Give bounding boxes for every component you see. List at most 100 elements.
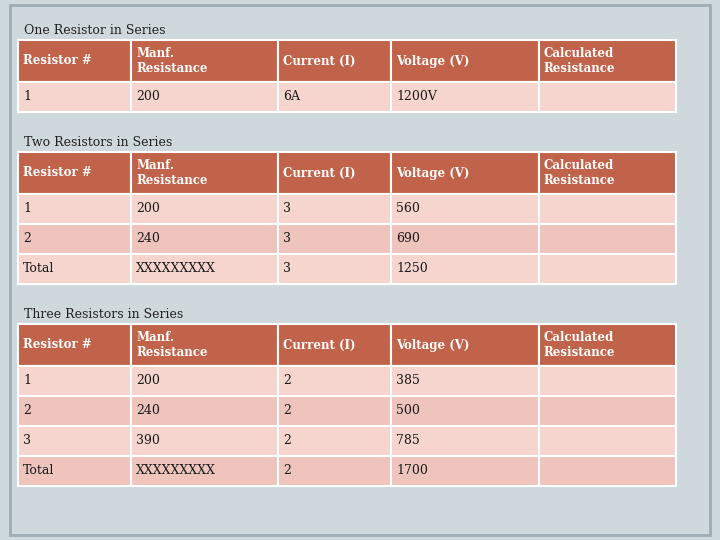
Text: One Resistor in Series: One Resistor in Series [24, 24, 166, 37]
Bar [279, 426, 392, 456]
Text: Voltage (V): Voltage (V) [396, 55, 469, 68]
Text: 385: 385 [396, 375, 420, 388]
Text: 1: 1 [23, 91, 31, 104]
Text: XXXXXXXXX: XXXXXXXXX [136, 262, 216, 275]
Bar [539, 194, 675, 224]
Bar [279, 40, 392, 82]
Text: 690: 690 [396, 233, 420, 246]
Bar [279, 82, 392, 112]
Bar [539, 426, 675, 456]
Bar [392, 366, 539, 396]
Bar [539, 254, 675, 284]
Bar [279, 224, 392, 254]
Bar [392, 426, 539, 456]
Bar [18, 224, 131, 254]
Text: Total: Total [23, 464, 55, 477]
Text: 200: 200 [136, 91, 160, 104]
Text: 200: 200 [136, 202, 160, 215]
Bar [279, 254, 392, 284]
Bar [392, 224, 539, 254]
Text: 3: 3 [283, 202, 292, 215]
Text: 560: 560 [396, 202, 420, 215]
Text: 785: 785 [396, 435, 420, 448]
Text: 2: 2 [283, 375, 291, 388]
Bar [131, 152, 279, 194]
Bar [18, 254, 131, 284]
Text: Calculated
Resistance: Calculated Resistance [544, 47, 615, 75]
Bar [131, 426, 279, 456]
Bar [539, 456, 675, 486]
Bar [539, 40, 675, 82]
Text: 2: 2 [283, 404, 291, 417]
Bar [18, 152, 131, 194]
Bar [392, 152, 539, 194]
Bar [279, 194, 392, 224]
Bar [279, 456, 392, 486]
Bar [18, 396, 131, 426]
Bar [131, 224, 279, 254]
Bar [18, 40, 131, 82]
Text: Voltage (V): Voltage (V) [396, 166, 469, 179]
Text: Resistor #: Resistor # [23, 55, 91, 68]
Bar [18, 456, 131, 486]
Text: Current (I): Current (I) [283, 55, 356, 68]
Bar [131, 396, 279, 426]
Bar [392, 324, 539, 366]
Text: 240: 240 [136, 233, 160, 246]
Bar [131, 40, 279, 82]
Bar [279, 324, 392, 366]
Bar [18, 194, 131, 224]
Text: Manf.
Resistance: Manf. Resistance [136, 47, 207, 75]
Text: 2: 2 [283, 464, 291, 477]
Bar [392, 396, 539, 426]
Text: 200: 200 [136, 375, 160, 388]
Text: Total: Total [23, 262, 55, 275]
Bar [539, 396, 675, 426]
Text: 6A: 6A [283, 91, 300, 104]
Text: 3: 3 [23, 435, 31, 448]
Text: Resistor #: Resistor # [23, 166, 91, 179]
Bar [18, 82, 131, 112]
Text: 3: 3 [283, 262, 292, 275]
Bar [539, 152, 675, 194]
Text: 390: 390 [136, 435, 160, 448]
Bar [392, 254, 539, 284]
Bar [18, 426, 131, 456]
Bar [131, 456, 279, 486]
Bar [131, 82, 279, 112]
Bar [131, 324, 279, 366]
Text: Voltage (V): Voltage (V) [396, 339, 469, 352]
Text: 1: 1 [23, 375, 31, 388]
Bar [279, 396, 392, 426]
Bar [392, 82, 539, 112]
Text: Three Resistors in Series: Three Resistors in Series [24, 308, 184, 321]
Text: 500: 500 [396, 404, 420, 417]
Text: Manf.
Resistance: Manf. Resistance [136, 159, 207, 187]
Text: 1: 1 [23, 202, 31, 215]
Bar [18, 324, 131, 366]
Bar [539, 82, 675, 112]
Text: 1250: 1250 [396, 262, 428, 275]
Text: Two Resistors in Series: Two Resistors in Series [24, 136, 172, 148]
Bar [392, 40, 539, 82]
Bar [392, 194, 539, 224]
Bar [279, 366, 392, 396]
Text: Calculated
Resistance: Calculated Resistance [544, 159, 615, 187]
Bar [18, 366, 131, 396]
Text: 2: 2 [23, 233, 31, 246]
Text: Manf.
Resistance: Manf. Resistance [136, 331, 207, 359]
Bar [131, 366, 279, 396]
Bar [539, 366, 675, 396]
Bar [539, 224, 675, 254]
Text: 2: 2 [23, 404, 31, 417]
Bar [131, 254, 279, 284]
Bar [392, 456, 539, 486]
Text: Current (I): Current (I) [283, 166, 356, 179]
Text: XXXXXXXXX: XXXXXXXXX [136, 464, 216, 477]
Text: 1700: 1700 [396, 464, 428, 477]
Text: Current (I): Current (I) [283, 339, 356, 352]
Text: 240: 240 [136, 404, 160, 417]
Text: 2: 2 [283, 435, 291, 448]
Text: Calculated
Resistance: Calculated Resistance [544, 331, 615, 359]
Bar [539, 324, 675, 366]
